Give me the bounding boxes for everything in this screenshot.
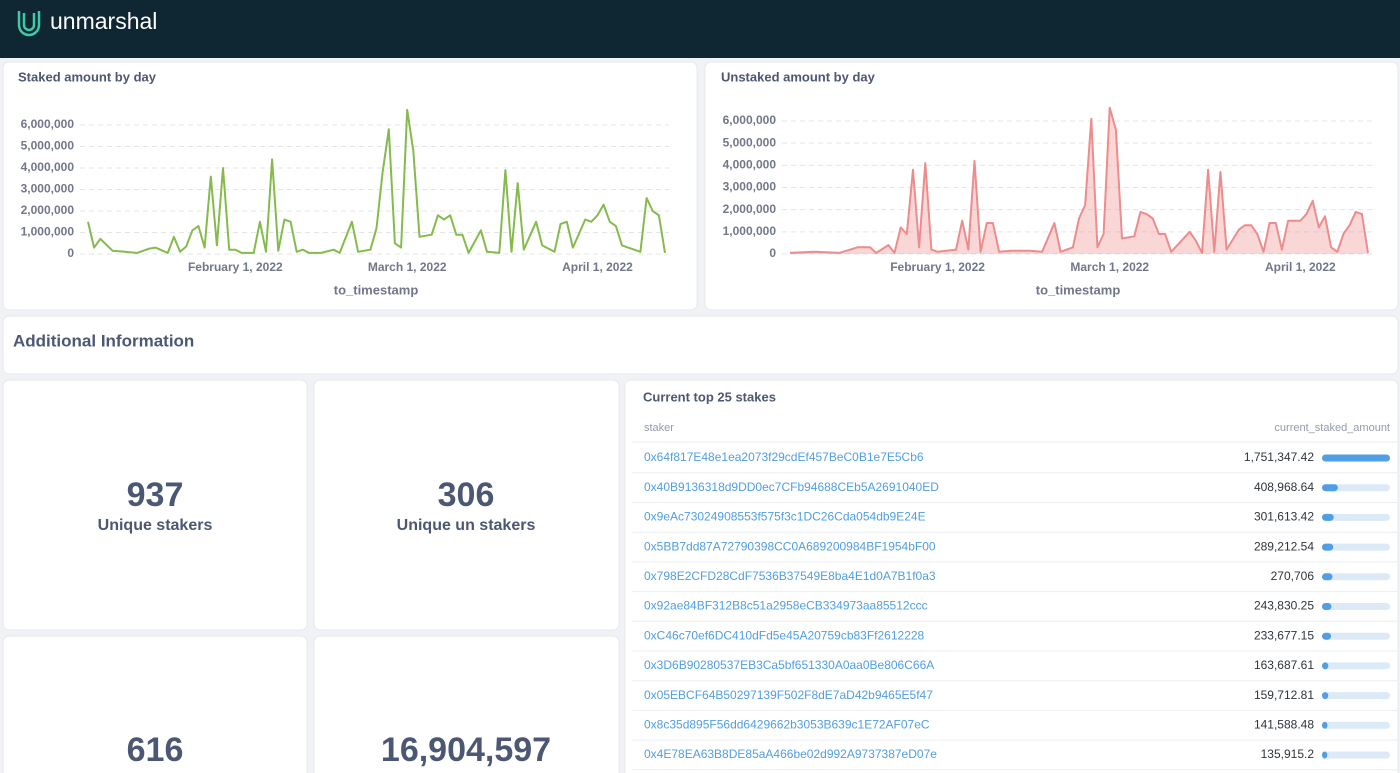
y-tick-label: 6,000,000: [723, 113, 777, 127]
y-tick-label: 2,000,000: [21, 203, 75, 217]
x-axis-label: to_timestamp: [334, 282, 419, 297]
staked-amount: 270,706: [1271, 569, 1315, 583]
table-title[interactable]: Current top 25 stakes: [643, 389, 776, 404]
amount-track: [1322, 573, 1390, 581]
staked-amount: 141,588.48: [1254, 717, 1314, 731]
stat-value: 16,904,597: [381, 731, 551, 769]
chart-card: [704, 61, 1399, 311]
staked-amount: 163,687.61: [1254, 658, 1314, 672]
staked-amount: 1,751,347.42: [1244, 450, 1314, 464]
stat-card: [313, 635, 620, 773]
stat-label: Unique un stakers: [397, 517, 536, 534]
y-tick-label: 5,000,000: [21, 139, 75, 153]
stat-value: 616: [127, 731, 184, 769]
x-tick-label: February 1, 2022: [890, 260, 985, 274]
amount-track: [1322, 603, 1390, 610]
y-tick-label: 3,000,000: [21, 182, 75, 196]
x-tick-label: February 1, 2022: [188, 260, 283, 274]
line: [789, 106, 1369, 254]
amount-track: [1322, 692, 1390, 700]
amount-track: [1322, 484, 1390, 492]
amount-track: [1322, 513, 1390, 521]
staker-address[interactable]: 0x40B9136318d9DD0ec7CFb94688CEb5A2691040…: [644, 480, 939, 494]
staker-address[interactable]: 0x5BB7dd87A72790398CC0A689200984BF1954bF…: [644, 539, 936, 553]
amount-bar: [1322, 573, 1333, 581]
amount-bar: [1322, 603, 1332, 610]
amount-bar: [1322, 692, 1329, 700]
staker-address[interactable]: 0x798E2CFD28CdF7536B37549E8ba4E1d0A7B1f0…: [644, 569, 936, 583]
amount-track: [1322, 662, 1390, 670]
column-header[interactable]: current_staked_amount: [1274, 422, 1390, 434]
brand[interactable]: unmarshal: [50, 8, 157, 34]
x-tick-label: March 1, 2022: [1070, 260, 1149, 274]
amount-track: [1322, 543, 1390, 551]
staked-amount: 408,968.64: [1254, 480, 1314, 494]
y-tick-label: 0: [67, 246, 74, 260]
staked-amount: 233,677.15: [1254, 628, 1314, 642]
amount-bar: [1322, 543, 1334, 551]
staker-address[interactable]: 0x8c35d895F56dd6429662b3053B639c1E72AF07…: [644, 717, 930, 731]
section-card: [2, 315, 1399, 375]
x-tick-label: April 1, 2022: [562, 260, 633, 274]
table-card: [624, 379, 1399, 773]
y-tick-label: 0: [769, 246, 776, 260]
y-tick-label: 4,000,000: [21, 160, 75, 174]
amount-bar: [1322, 513, 1334, 521]
amount-track: [1322, 721, 1390, 729]
x-axis-label: to_timestamp: [1036, 282, 1121, 297]
staker-address[interactable]: 0x4E78EA63B8DE85aA466be02d992A9737387eD0…: [644, 747, 937, 761]
column-header[interactable]: staker: [644, 422, 674, 434]
line: [87, 108, 666, 254]
top-bar: [0, 0, 1400, 58]
amount-track: [1322, 632, 1390, 640]
x-tick-label: March 1, 2022: [368, 260, 447, 274]
staker-address[interactable]: 0x9eAc73024908553f575f3c1DC26Cda054db9E2…: [644, 510, 926, 524]
y-tick-label: 1,000,000: [723, 224, 777, 238]
amount-bar: [1322, 662, 1329, 670]
y-tick-label: 6,000,000: [21, 117, 75, 131]
y-tick-label: 4,000,000: [723, 157, 777, 171]
staked-amount: 243,830.25: [1254, 599, 1314, 613]
amount-bar: [1322, 721, 1328, 729]
staker-address[interactable]: 0x92ae84BF312B8c51a2958eCB334973aa85512c…: [644, 599, 928, 613]
amount-bar: [1322, 632, 1332, 640]
x-tick-label: April 1, 2022: [1265, 260, 1336, 274]
amount-bar: [1322, 751, 1328, 759]
staker-address[interactable]: 0x64f817E48e1ea2073f29cdEf457BeC0B1e7E5C…: [644, 450, 924, 464]
y-tick-label: 2,000,000: [723, 202, 777, 216]
staked-amount: 301,613.42: [1254, 510, 1314, 524]
staked-amount: 289,212.54: [1254, 539, 1314, 553]
y-tick-label: 5,000,000: [723, 135, 777, 149]
stat-label: Unique stakers: [98, 517, 213, 534]
amount-bar: [1322, 454, 1390, 462]
stat-card: [313, 379, 620, 631]
staked-amount: 135,915.2: [1261, 747, 1315, 761]
stat-value: 937: [127, 476, 184, 514]
stat-card: [2, 635, 308, 773]
stat-value: 306: [438, 476, 495, 514]
chart-title[interactable]: Staked amount by day: [18, 69, 157, 84]
y-tick-label: 1,000,000: [21, 225, 75, 239]
stat-card: [2, 379, 308, 631]
amount-track: [1322, 751, 1390, 759]
staker-address[interactable]: 0xC46c70ef6DC410dFd5e45A20759cb83Ff26122…: [644, 628, 925, 642]
section-title: Additional Information: [13, 331, 194, 350]
logo-icon: [17, 11, 41, 37]
amount-bar: [1322, 484, 1338, 492]
y-tick-label: 3,000,000: [723, 180, 777, 194]
staker-address[interactable]: 0x05EBCF64B50297139F502F8dE7aD42b9465E5f…: [644, 688, 933, 702]
chart-title[interactable]: Unstaked amount by day: [721, 69, 876, 84]
staker-address[interactable]: 0x3D6B90280537EB3Ca5bf651330A0aa0Be806C6…: [644, 658, 934, 672]
staked-amount: 159,712.81: [1254, 688, 1314, 702]
